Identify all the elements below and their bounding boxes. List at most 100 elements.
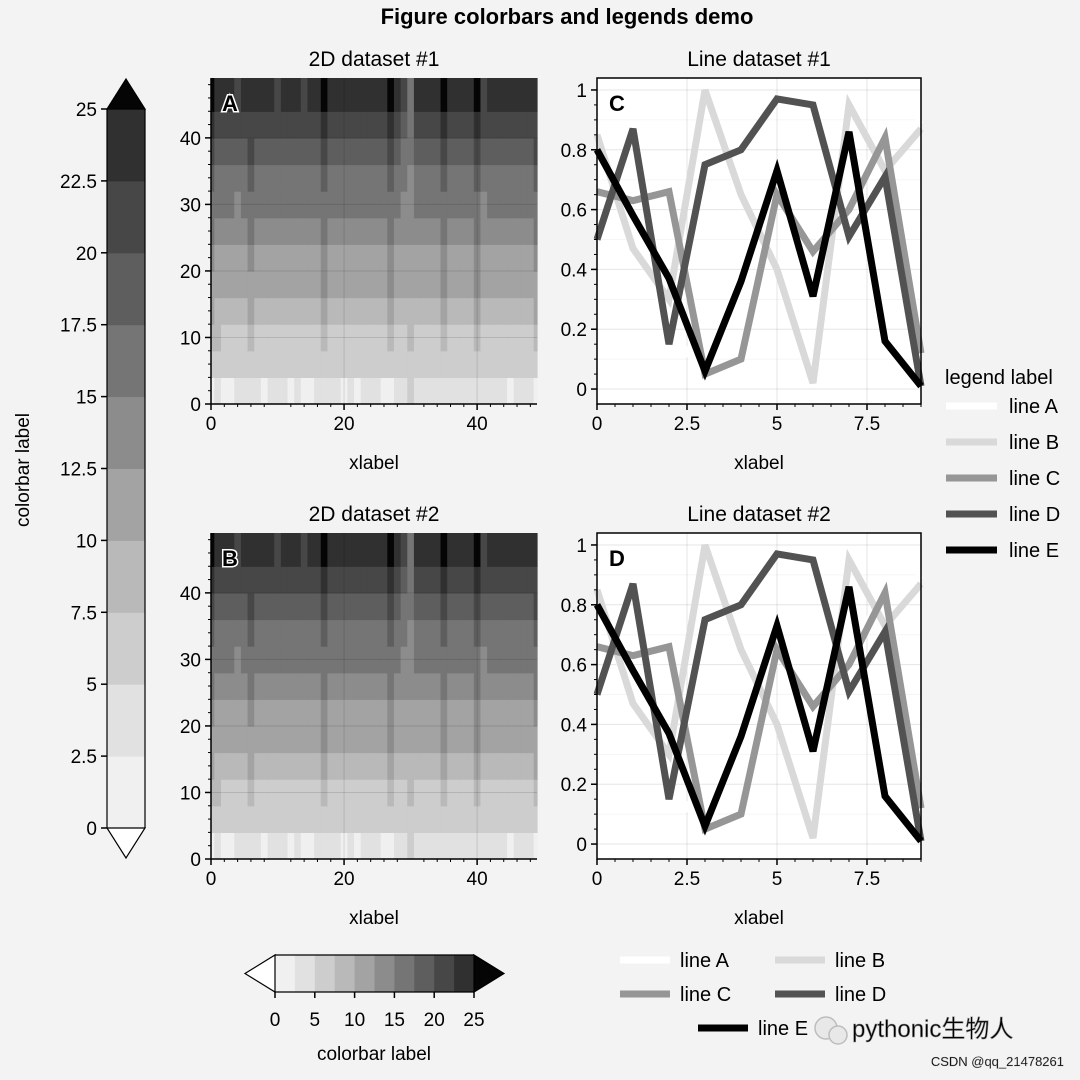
heatmap-cell [280,324,289,352]
heatmap-cell [480,297,488,325]
heatmap-cell [314,377,322,405]
heatmap-cell [254,805,262,833]
heatmap-cell [294,805,302,833]
heatmap-cell [287,672,295,700]
heatmap-cell [240,350,249,378]
heatmap-cell [480,592,488,621]
heatmap-cell [374,832,382,860]
heatmap-cell [300,164,309,192]
heatmap-cell [380,78,388,112]
heatmap-cell [280,244,289,272]
heatmap-cell [220,805,229,833]
heatmap-cell [314,324,322,352]
heatmap-cell [427,672,435,700]
x-tick-label: 0 [206,414,217,435]
heatmap-cell [460,191,468,219]
heatmap-cell [211,592,215,621]
y-tick-label: 1 [576,536,587,557]
heatmap-cell [347,270,355,299]
heatmap-cell [407,725,415,754]
heatmap-cell [367,832,375,860]
heatmap-cell [440,725,448,754]
colorbar-tick-label: 17.5 [60,316,97,337]
heatmap-cell [287,832,295,860]
heatmap-cell [440,779,448,807]
colorbar-bin [107,684,145,757]
colorbar-bin [374,955,395,992]
heatmap-cell [214,725,222,754]
heatmap-cell [214,566,222,594]
heatmap-cell [300,699,309,727]
heatmap-cell [420,324,428,352]
heatmap-cell [367,619,375,647]
heatmap-cell [340,752,348,780]
heatmap-cell [507,566,515,594]
heatmap-cell [254,699,262,727]
panel-a-xlabel: xlabel [349,453,399,474]
heatmap-cell [354,377,362,405]
colorbar-bin [107,252,145,326]
heatmap-cell [360,832,368,860]
heatmap-cell [234,350,242,378]
legend-bottom: line A line B line C line D line E [620,950,886,1040]
heatmap-cell [314,137,322,166]
heatmap-cell [420,672,428,700]
heatmap-cell [320,111,329,139]
heatmap-cell [267,619,275,647]
heatmap-cell [420,752,428,780]
heatmap-cell [367,217,375,245]
heatmap-cell [220,832,229,860]
heatmap-cell [287,217,295,245]
heatmap-cell [520,350,528,378]
heatmap-cell [440,377,448,405]
heatmap-cell [240,164,249,192]
heatmap-cell [367,699,375,727]
heatmap-cell [287,779,295,807]
heatmap-cell [507,533,515,567]
heatmap-cell [533,217,538,245]
heatmap-cell [240,324,249,352]
legend-entry-label: line B [1009,432,1059,454]
heatmap-cell [334,592,342,621]
heatmap-cell [334,78,342,112]
heatmap-cell [327,672,335,700]
heatmap-cell [287,805,295,833]
heatmap-cell [453,350,462,378]
heatmap-a-plot: 0 10 20 30 40 0 20 40 [180,78,538,435]
heatmap-cell [240,619,249,647]
heatmap-cell [507,217,515,245]
heatmap-cell [234,779,242,807]
heatmap-cell [507,297,515,325]
heatmap-cell [334,297,342,325]
heatmap-cell [274,111,282,139]
heatmap-cell [440,592,448,621]
heatmap-cell [473,78,482,112]
heatmap-cell [453,566,462,594]
heatmap-cell [507,78,515,112]
heatmap-cell [220,672,229,700]
heatmap-cell [520,217,528,245]
heatmap-cell [473,646,482,674]
heatmap-cell [307,752,315,780]
heatmap-cell [354,217,362,245]
y-tick-label: 40 [180,584,201,605]
heatmap-cell [314,111,322,139]
heatmap-cell [334,566,342,594]
x-tick-label: 7.5 [854,414,880,435]
heatmap-cell [327,297,335,325]
heatmap-cell [354,111,362,139]
colorbar-tick-label: 0 [270,1010,281,1031]
heatmap-cell [300,324,309,352]
x-tick-label: 20 [333,414,354,435]
heatmap-cell [387,270,395,299]
heatmap-cell [327,191,335,219]
heatmap-cell [460,137,468,166]
heatmap-cell [473,297,482,325]
heatmap-cell [307,377,315,405]
heatmap-cell [260,350,269,378]
heatmap-cell [480,672,488,700]
heatmap-cell [380,672,388,700]
heatmap-cell [320,619,329,647]
heatmap-cell [227,805,235,833]
heatmap-cell [274,832,282,860]
